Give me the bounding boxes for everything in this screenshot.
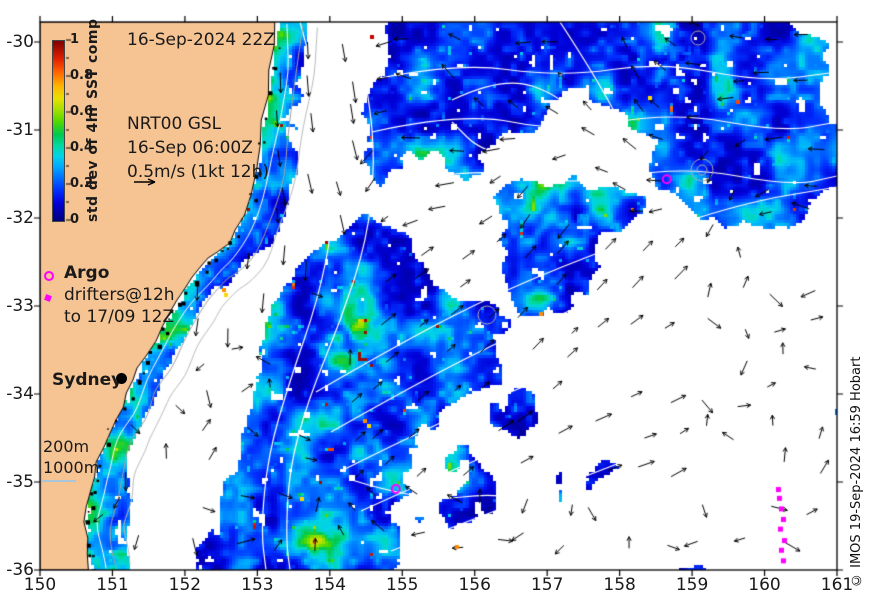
argo-legend-label: Argo — [64, 263, 110, 283]
x-tick-label: 150 — [23, 575, 57, 595]
x-tick-label: 153 — [241, 575, 274, 595]
argo-marker-icon — [44, 271, 54, 281]
colorbar-tick-label: 1 — [70, 32, 80, 47]
y-tick-label: -31 — [6, 120, 34, 140]
velocity-product-info: NRT00 GSL 16-Sep 06:00Z 0.5m/s (1kt 12h) — [127, 112, 269, 184]
imos-credit-text: © IMOS 19-Sep-2024 16:59 Hobart — [849, 356, 864, 587]
x-tick-label: 156 — [458, 575, 491, 595]
drifters-legend-label: drifters@12h — [64, 285, 175, 305]
y-tick-label: -36 — [6, 560, 34, 580]
x-tick-label: 160 — [748, 575, 781, 595]
x-tick-label: 158 — [603, 575, 636, 595]
y-tick-label: -30 — [6, 32, 34, 52]
depth-contour-sample-line — [42, 480, 76, 482]
colorbar-tick-label: 0.6 — [70, 104, 94, 119]
colorbar-tick-label: 0.4 — [70, 140, 94, 155]
y-tick-label: -34 — [6, 384, 34, 404]
depth-contour-label-1000m: 1000m — [43, 458, 100, 477]
x-tick-label: 159 — [675, 575, 709, 595]
colorbar — [52, 40, 65, 222]
composite-datetime-title: 16-Sep-2024 22Z — [127, 30, 275, 50]
sydney-city-label: Sydney — [52, 370, 123, 390]
x-tick-label: 157 — [530, 575, 564, 595]
velocity-datetime: 16-Sep 06:00Z — [127, 138, 253, 158]
product-name: NRT00 GSL — [127, 114, 222, 134]
colorbar-label: std dev of 4hr SST comp — [85, 18, 101, 223]
velocity-scale-text: 0.5m/s (1kt 12h) — [127, 162, 269, 182]
x-tick-label: 155 — [386, 575, 419, 595]
y-tick-label: -35 — [6, 472, 34, 492]
colorbar-tick-label: 0 — [70, 212, 80, 227]
sydney-city-marker — [116, 373, 127, 384]
colorbar-tick-label: 0.2 — [70, 176, 94, 191]
x-tick-label: 152 — [168, 575, 202, 595]
colorbar-tick-label: 0.8 — [70, 68, 94, 83]
x-tick-label: 151 — [96, 575, 129, 595]
velocity-scale-arrow-icon — [133, 172, 161, 191]
y-tick-label: -33 — [6, 296, 34, 316]
x-tick-label: 154 — [313, 575, 347, 595]
y-tick-label: -32 — [6, 208, 34, 228]
x-tick-label: 161 — [820, 575, 854, 595]
drifters-legend-until: to 17/09 12Z — [64, 307, 175, 327]
depth-contour-label-200m: 200m — [43, 437, 90, 456]
